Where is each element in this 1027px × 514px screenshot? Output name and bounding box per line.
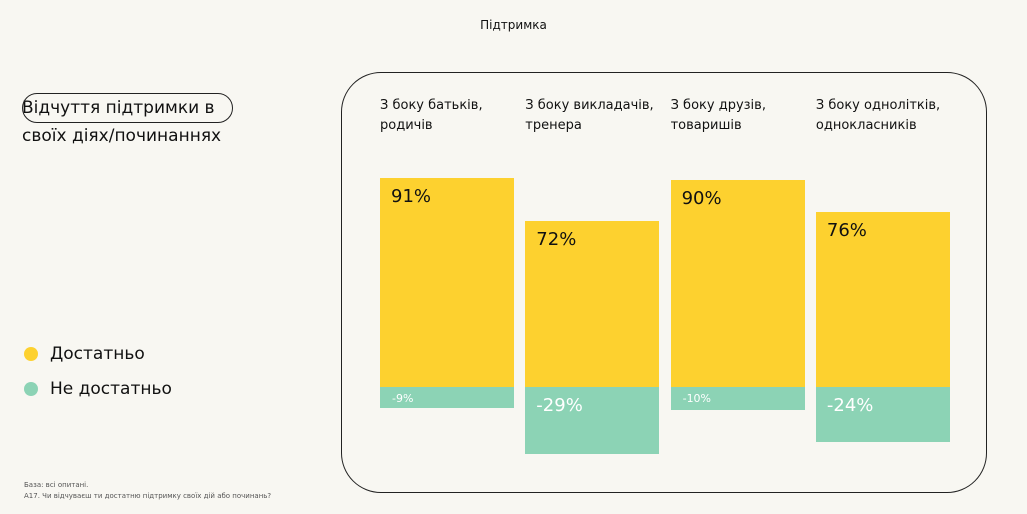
value-label: -9% (392, 392, 414, 405)
legend-item: Достатньо (24, 336, 172, 371)
value-label: -29% (536, 395, 583, 416)
category-label: З боку батьків, родичів (380, 98, 483, 133)
legend-label: Достатньо (50, 343, 145, 364)
legend-swatch (24, 346, 38, 361)
bar-segment (525, 387, 660, 454)
footnote: А17. Чи відчуваєш ти достатню підтримку … (24, 492, 272, 500)
title-outline (22, 93, 233, 123)
bar-segment (380, 177, 514, 387)
chart-title: Відчуття підтримки в своїх діях/починанн… (22, 98, 222, 146)
bar-segment (380, 387, 514, 408)
legend: Достатньо Не достатньо (24, 336, 172, 406)
value-label: 91% (391, 185, 432, 207)
legend-swatch (24, 381, 38, 396)
footnote: База: всі опитані. (24, 481, 89, 489)
legend-label: Не достатньо (50, 378, 172, 399)
value-label: 76% (826, 220, 867, 242)
bar-segment (670, 180, 805, 387)
bar-segment (670, 387, 805, 410)
value-label: -10% (682, 392, 712, 405)
category-label: З боку викладачів, тренера (525, 98, 654, 133)
category-label: З боку друзів, товаришів (670, 98, 766, 133)
category-label: З боку однолітків, однокласників (815, 98, 941, 133)
legend-item: Не достатньо (24, 371, 172, 406)
value-label: 90% (681, 188, 722, 209)
value-label: 72% (536, 229, 577, 251)
chart-frame (341, 72, 987, 493)
bar-segment (815, 387, 950, 443)
value-label: -24% (826, 395, 874, 416)
bar-segment (815, 212, 950, 387)
page-title: Підтримка (480, 18, 547, 32)
bar-segment (525, 221, 660, 387)
